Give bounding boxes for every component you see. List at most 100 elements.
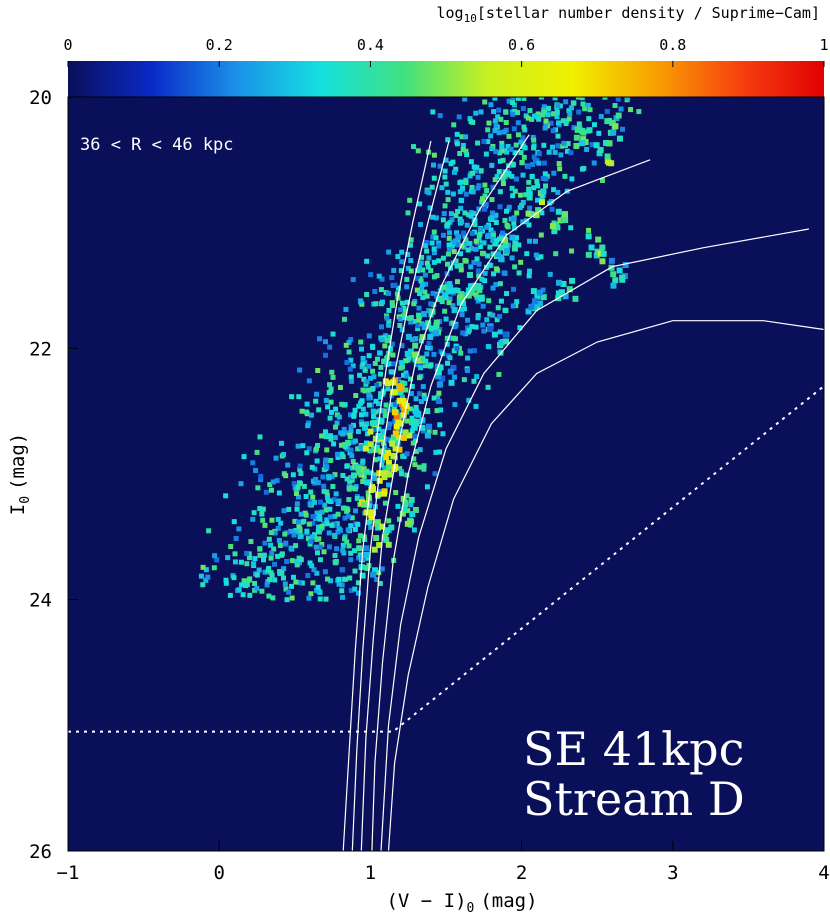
- density-pixel: [497, 281, 503, 287]
- density-pixel: [238, 559, 244, 565]
- density-pixel: [459, 219, 465, 225]
- density-pixel: [469, 324, 475, 330]
- density-pixel: [348, 357, 354, 363]
- density-pixel: [500, 157, 506, 163]
- density-hotspot: [556, 279, 563, 286]
- density-hotspot: [540, 294, 547, 301]
- density-pixel: [348, 374, 354, 380]
- density-pixel: [408, 391, 414, 397]
- density-pixel: [477, 244, 483, 250]
- density-pixel: [442, 308, 448, 314]
- density-pixel: [453, 258, 459, 264]
- density-pixel: [367, 500, 373, 506]
- density-pixel: [474, 256, 480, 262]
- density-pixel: [485, 233, 491, 239]
- density-hotspot: [407, 348, 414, 355]
- density-pixel: [362, 388, 368, 394]
- density-pixel: [258, 477, 264, 483]
- density-hotspot: [428, 325, 435, 332]
- density-pixel: [424, 293, 430, 299]
- density-pixel: [553, 251, 559, 257]
- density-pixel: [225, 555, 231, 561]
- density-pixel: [357, 298, 363, 304]
- density-pixel: [524, 251, 530, 257]
- density-pixel: [457, 151, 463, 157]
- density-pixel: [285, 462, 291, 468]
- density-pixel: [551, 187, 557, 193]
- density-pixel: [452, 402, 458, 408]
- density-hotspot: [502, 331, 509, 338]
- density-pixel: [324, 489, 330, 495]
- density-pixel: [489, 146, 495, 152]
- density-pixel: [359, 412, 365, 418]
- density-pixel: [367, 448, 373, 454]
- density-pixel: [408, 376, 414, 382]
- x-tick-label: −1: [57, 862, 80, 884]
- density-pixel: [628, 107, 634, 113]
- density-hotspot: [450, 364, 457, 371]
- density-pixel: [397, 466, 403, 472]
- density-pixel: [431, 162, 437, 168]
- density-pixel: [284, 597, 290, 603]
- density-hotspot: [408, 496, 415, 503]
- density-pixel: [484, 224, 490, 230]
- isochrone-line: [360, 134, 530, 851]
- density-pixel: [420, 384, 426, 390]
- density-pixel: [426, 255, 432, 261]
- density-hotspot: [602, 139, 609, 146]
- density-pixel: [521, 97, 527, 101]
- density-pixel: [560, 118, 566, 124]
- density-pixel: [549, 199, 555, 205]
- density-pixel: [346, 339, 352, 345]
- density-hotspot: [580, 129, 587, 136]
- density-pixel: [390, 369, 396, 375]
- density-pixel: [332, 472, 338, 478]
- density-pixel: [293, 543, 299, 549]
- density-hotspot: [384, 527, 391, 534]
- x-tick-label: 4: [818, 862, 829, 884]
- density-pixel: [510, 162, 516, 168]
- density-pixel: [346, 497, 352, 503]
- density-pixel: [366, 503, 372, 509]
- density-pixel: [416, 305, 422, 311]
- density-hotspot: [381, 474, 388, 481]
- density-pixel: [404, 276, 410, 282]
- density-pixel: [445, 137, 451, 143]
- density-pixel: [281, 451, 287, 457]
- density-pixel: [511, 220, 517, 226]
- density-pixel: [366, 353, 372, 359]
- density-pixel: [342, 402, 348, 408]
- density-hotspot: [396, 397, 403, 404]
- density-hotspot: [419, 334, 426, 341]
- density-pixel: [286, 506, 292, 512]
- density-pixel: [365, 490, 371, 496]
- density-hotspot: [393, 414, 400, 421]
- density-pixel: [459, 306, 465, 312]
- density-pixel: [297, 466, 303, 472]
- density-pixel: [475, 298, 481, 304]
- density-hotspot: [558, 289, 565, 296]
- density-pixel: [363, 381, 369, 387]
- density-pixel: [489, 162, 495, 168]
- density-pixel: [379, 462, 385, 468]
- density-pixel: [428, 301, 434, 307]
- density-pixel: [447, 230, 453, 236]
- density-hotspot: [612, 277, 619, 284]
- density-pixel: [360, 406, 366, 412]
- x-tick-label: 3: [667, 862, 678, 884]
- density-pixel: [327, 498, 333, 504]
- density-pixel: [341, 550, 347, 556]
- density-pixel: [469, 184, 475, 190]
- density-pixel: [334, 420, 340, 426]
- density-pixel: [470, 119, 476, 125]
- density-hotspot: [585, 233, 592, 240]
- density-hotspot: [610, 129, 617, 136]
- density-pixel: [323, 596, 329, 602]
- density-pixel: [323, 507, 329, 513]
- density-pixel: [423, 281, 429, 287]
- density-pixel: [383, 402, 389, 408]
- density-pixel: [355, 521, 361, 527]
- density-pixel: [467, 116, 473, 122]
- density-pixel: [440, 232, 446, 238]
- density-pixel: [431, 175, 437, 181]
